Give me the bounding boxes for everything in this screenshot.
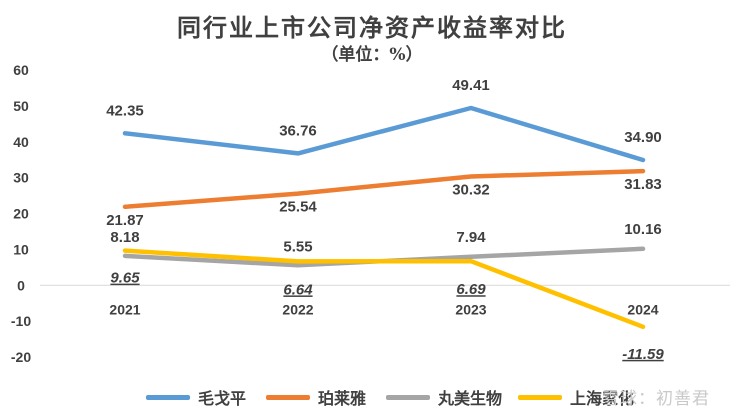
- data-label: 6.69: [456, 281, 486, 298]
- data-label: 10.16: [624, 221, 662, 238]
- data-label: 7.94: [456, 229, 486, 246]
- legend-item: 珀莱雅: [266, 382, 366, 412]
- data-label: 31.83: [624, 176, 662, 193]
- legend-label: 丸美生物: [438, 389, 503, 408]
- legend-item: 毛戈平: [146, 382, 246, 412]
- y-tick-label: -20: [11, 349, 31, 365]
- data-label: 9.65: [110, 270, 140, 287]
- series-line: [122, 248, 646, 330]
- legend-item: 丸美生物: [386, 382, 502, 412]
- y-tick-label: 20: [13, 206, 29, 222]
- y-tick-label: 60: [13, 62, 29, 78]
- y-tick-label: -10: [11, 313, 31, 329]
- x-tick-label: 2024: [627, 301, 658, 317]
- data-label: 8.18: [110, 229, 139, 246]
- data-label: 25.54: [279, 199, 317, 216]
- legend-swatch: [266, 394, 310, 400]
- data-label: -11.59: [622, 346, 664, 363]
- data-label: 42.35: [106, 102, 144, 119]
- y-tick-label: 40: [13, 134, 29, 150]
- data-label: 21.87: [106, 212, 144, 229]
- legend: 毛戈平 珀莱雅 丸美生物 上海家化: [0, 382, 744, 412]
- series-line: [122, 105, 646, 163]
- data-label: 5.55: [283, 238, 312, 255]
- legend-swatch: [146, 394, 190, 400]
- data-label: 36.76: [279, 122, 317, 139]
- legend-swatch: [386, 394, 430, 400]
- data-label: 6.64: [283, 281, 313, 298]
- data-label: 30.32: [452, 181, 490, 198]
- x-tick-label: 2023: [455, 301, 486, 317]
- y-tick-label: 0: [17, 277, 25, 293]
- legend-label: 上海家化: [570, 389, 635, 408]
- legend-swatch: [518, 394, 562, 400]
- x-tick-label: 2021: [109, 301, 140, 317]
- y-tick-label: 10: [13, 241, 29, 257]
- x-tick-label: 2022: [282, 301, 313, 317]
- legend-label: 毛戈平: [198, 389, 247, 408]
- watermark: 雪球：初善君: [602, 389, 710, 409]
- y-tick-label: 30: [13, 170, 29, 186]
- legend-item: 上海家化: [518, 382, 634, 412]
- chart-title: 同行业上市公司净资产收益率对比: [177, 13, 567, 42]
- series-line: [122, 168, 646, 210]
- data-label: 34.90: [624, 129, 662, 146]
- chart-subtitle: （单位：%）: [321, 45, 423, 65]
- data-label: 49.41: [452, 77, 490, 94]
- legend-label: 珀莱雅: [318, 389, 367, 408]
- y-tick-label: 50: [13, 98, 29, 114]
